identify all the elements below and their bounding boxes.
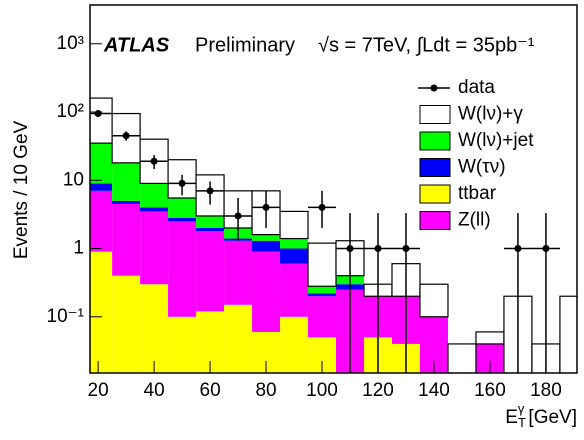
histogram-segment <box>168 221 197 317</box>
histogram-segment <box>112 200 141 204</box>
legend-label: data <box>458 77 495 98</box>
legend-swatch <box>419 158 451 177</box>
legend-label: ttbar <box>458 183 497 204</box>
data-point <box>234 212 242 220</box>
x-tick-label: 40 <box>144 380 165 401</box>
histogram-segment <box>168 316 197 373</box>
histogram-segment <box>196 215 225 228</box>
histogram-segment <box>280 316 309 373</box>
experiment-label: ATLAS <box>103 34 170 56</box>
x-tick-label: 100 <box>306 380 338 401</box>
data-point <box>402 245 410 253</box>
y-tick-label: 10³ <box>57 33 84 54</box>
frame <box>89 4 578 374</box>
data-point <box>542 245 550 253</box>
x-title-unit: [GeV] <box>528 407 577 428</box>
histogram-segment <box>280 248 309 264</box>
x-title-sub: T <box>518 415 526 430</box>
y-axis-title: Events / 10 GeV <box>11 120 32 259</box>
histogram-segment <box>308 293 337 297</box>
x-tick-label: 60 <box>200 380 221 401</box>
histogram-segment <box>280 238 309 249</box>
x-axis-title: ETγ [GeV] <box>505 401 577 430</box>
y-tick-label: 10 <box>63 169 84 190</box>
y-tick-label: 1 <box>73 238 84 259</box>
data-point <box>318 203 326 211</box>
x-title-sup: γ <box>518 401 525 416</box>
histogram-segment <box>559 295 577 373</box>
histogram-segment <box>308 286 337 294</box>
legend-label: W(lν)+jet <box>458 130 534 151</box>
histogram-segment <box>307 242 337 287</box>
histogram-segment <box>112 162 141 201</box>
histogram-segment <box>140 207 169 212</box>
histogram-segment <box>308 296 337 338</box>
histogram-segment <box>475 331 505 345</box>
histogram-segment <box>224 304 253 373</box>
x-tick-label: 20 <box>88 380 109 401</box>
histogram-segment <box>112 203 141 276</box>
legend-swatch <box>419 131 451 151</box>
histogram-segment <box>90 143 113 184</box>
histogram-segment <box>224 240 253 305</box>
data-point <box>346 245 354 253</box>
y-tick-label: 10⁻¹ <box>47 306 85 327</box>
histogram-segment <box>112 275 141 373</box>
x-tick-label: 160 <box>474 380 506 401</box>
histogram-segment <box>279 210 309 240</box>
x-tick-label: 80 <box>255 380 276 401</box>
x-title-main: E <box>505 407 518 428</box>
histogram-segment <box>140 211 169 285</box>
histogram-segment <box>419 283 449 318</box>
histogram-segment <box>90 190 113 252</box>
histogram-segment <box>447 343 477 373</box>
data-point <box>262 203 270 211</box>
histogram-segment <box>168 218 197 222</box>
histogram-segment <box>90 183 113 191</box>
legend-marker <box>430 84 438 92</box>
x-tick-label: 120 <box>362 380 394 401</box>
x-tick-label: 180 <box>530 380 562 401</box>
legend-label: W(lν)+γ <box>458 104 523 125</box>
histogram-segment <box>280 263 309 317</box>
data-point <box>94 110 102 118</box>
histogram-segment <box>252 234 281 241</box>
data-point <box>514 245 522 253</box>
legend-swatch <box>419 184 451 204</box>
histogram-segment <box>252 240 281 252</box>
legend-swatch <box>419 211 451 230</box>
histogram-segment <box>252 251 281 332</box>
histogram-segment <box>196 231 225 312</box>
legend-label: W(τν) <box>458 157 506 178</box>
data-point <box>206 187 214 195</box>
data-point <box>122 132 130 140</box>
legend-label: Z(ll) <box>458 210 491 231</box>
x-tick-label: 140 <box>418 380 450 401</box>
histogram-segment <box>90 251 113 373</box>
legend-swatch <box>419 105 451 124</box>
status-label: Preliminary <box>195 34 295 56</box>
y-tick-label: 10² <box>57 101 84 122</box>
histogram-segment <box>140 183 169 208</box>
histogram-segment <box>90 97 113 144</box>
data-point <box>374 245 382 253</box>
energy-label: √s = 7TeV, ∫Ldt = 35pb⁻¹ <box>318 34 535 56</box>
histogram-segment <box>196 227 225 232</box>
histogram-segment <box>140 284 169 373</box>
data-point <box>150 157 158 165</box>
histogram-segment <box>111 112 141 164</box>
data-point <box>178 179 186 187</box>
histogram-segment <box>168 197 197 219</box>
